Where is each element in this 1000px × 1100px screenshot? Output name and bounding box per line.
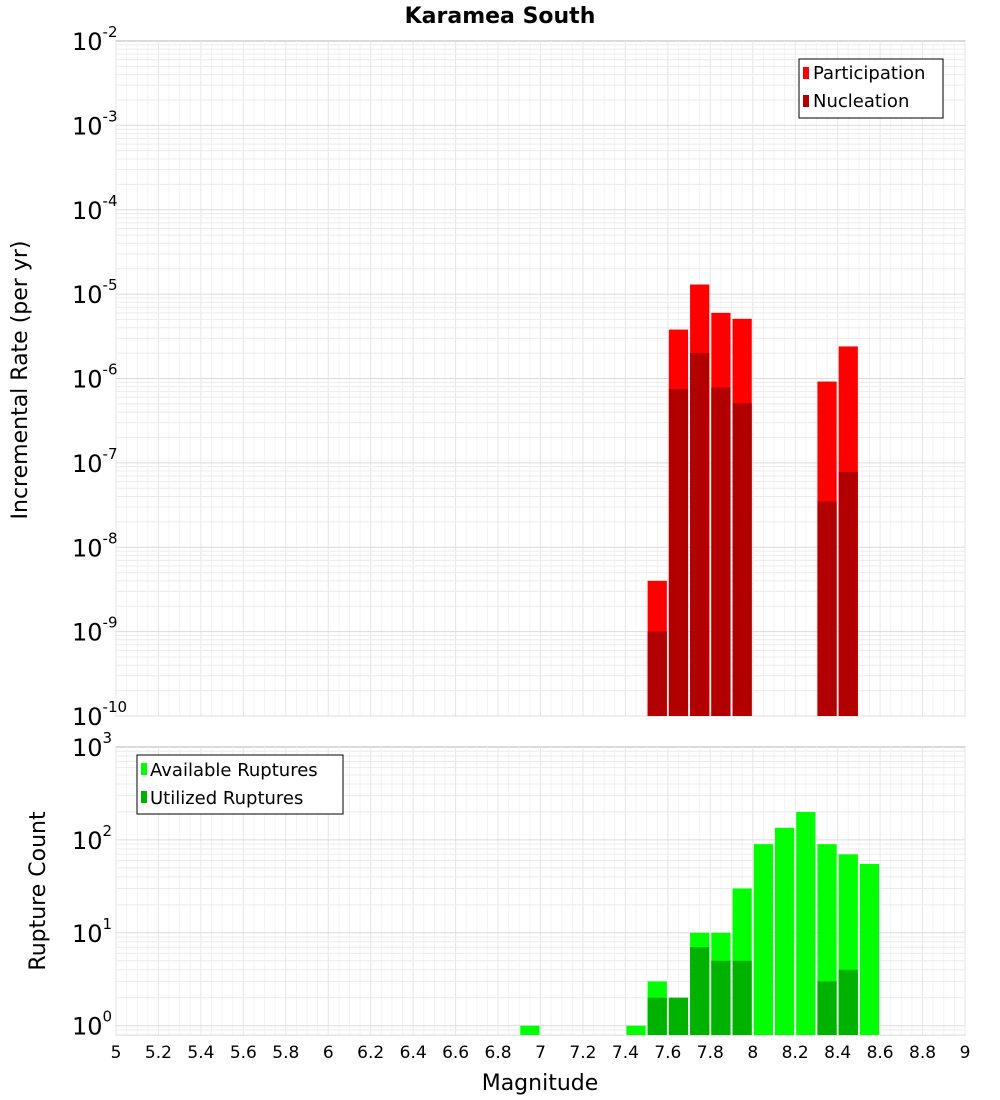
rate-y-tick-label: 10-3 [72, 107, 118, 140]
available-ruptures-legend-label: Available Ruptures [150, 760, 318, 781]
x-tick-label: 9 [960, 1043, 971, 1063]
nucleation-bar [838, 471, 858, 716]
x-tick-label: 6.4 [400, 1043, 427, 1063]
utilized-ruptures-bar [732, 960, 752, 1035]
x-tick-label: 6.6 [442, 1043, 469, 1063]
available-ruptures-bar [520, 1025, 540, 1035]
available-ruptures-swatch [141, 763, 147, 775]
utilized-ruptures-bar [668, 997, 689, 1035]
nucleation-bar [668, 389, 689, 716]
x-tick-label: 6.2 [357, 1043, 384, 1063]
chart-title: Karamea South [405, 4, 596, 29]
utilized-ruptures-swatch [141, 791, 147, 803]
rate-y-tick-label: 10-8 [72, 529, 118, 562]
rate-y-tick-label: 10-6 [72, 361, 118, 394]
rate-y-tick-label: 10-9 [72, 614, 118, 647]
available-ruptures-bar [859, 864, 880, 1035]
x-tick-label: 5.2 [145, 1043, 172, 1063]
rate-y-tick-label: 10-10 [72, 698, 127, 731]
count-legend-box [136, 754, 344, 815]
count-y-tick-label: 101 [72, 915, 112, 948]
x-axis-ticks: 5 5.2 5.4 5.6 5.8 6 6.2 6.4 6.6 6.8 7 7.2 7.4 7.6 7.8 8… [111, 1043, 971, 1063]
count-y-axis-label: Rupture Count [26, 811, 51, 971]
count-y-ticks: 103 102 101 100 [72, 729, 112, 1041]
rate-legend: Participation Nucleation [798, 58, 944, 119]
x-tick-label: 5.6 [230, 1043, 257, 1063]
participation-legend-label: Participation [813, 63, 925, 84]
rate-gridlines [115, 41, 966, 717]
x-tick-label: 7.4 [612, 1043, 639, 1063]
nucleation-bar [690, 353, 710, 716]
x-tick-label: 7.6 [654, 1043, 681, 1063]
count-legend: Available Ruptures Utilized Ruptures [136, 754, 344, 815]
count-y-tick-label: 102 [72, 822, 112, 855]
available-ruptures-bar [626, 1025, 646, 1035]
rate-legend-box [798, 58, 944, 119]
x-axis-label: Magnitude [482, 1071, 599, 1096]
count-panel: 103 102 101 100 Rupture Count Available Rup… [26, 729, 966, 1041]
x-tick-label: 8.6 [867, 1043, 894, 1063]
rate-y-tick-label: 10-5 [72, 276, 118, 309]
x-tick-label: 5 [111, 1043, 122, 1063]
x-tick-label: 7 [535, 1043, 546, 1063]
nucleation-bar [817, 501, 837, 716]
rate-y-tick-label: 10-4 [72, 192, 118, 225]
x-tick-label: 8.2 [782, 1043, 809, 1063]
x-tick-label: 6.8 [485, 1043, 512, 1063]
count-y-tick-label: 103 [72, 729, 112, 762]
rate-y-axis-label: Incremental Rate (per yr) [8, 241, 33, 520]
utilized-ruptures-bar [647, 997, 667, 1035]
rate-y-tick-label: 10-7 [72, 445, 118, 478]
count-bars [520, 811, 880, 1035]
utilized-ruptures-legend-label: Utilized Ruptures [150, 788, 303, 809]
rate-y-ticks: 10-2 10-3 10-4 10-5 10-6 10-7 10-8 10-9 10-10 [72, 23, 127, 731]
x-tick-label: 8 [747, 1043, 758, 1063]
x-tick-label: 8.4 [824, 1043, 851, 1063]
utilized-ruptures-bar [817, 981, 837, 1035]
count-y-tick-label: 100 [72, 1008, 112, 1041]
x-tick-label: 6 [323, 1043, 334, 1063]
available-ruptures-bar [774, 827, 795, 1035]
available-ruptures-bar [753, 844, 773, 1035]
nucleation-bar [647, 631, 667, 716]
rate-bars [647, 284, 858, 716]
x-tick-label: 8.8 [909, 1043, 936, 1063]
rate-y-tick-label: 10-2 [72, 23, 118, 56]
utilized-ruptures-bar [690, 947, 710, 1035]
participation-swatch [803, 67, 809, 79]
nucleation-bar [732, 403, 752, 716]
x-tick-label: 5.8 [272, 1043, 299, 1063]
x-tick-label: 7.8 [697, 1043, 724, 1063]
utilized-ruptures-bar [711, 960, 731, 1035]
x-tick-label: 7.2 [569, 1043, 596, 1063]
rate-panel: 10-2 10-3 10-4 10-5 10-6 10-7 10-8 10-9 10-10 In… [8, 23, 966, 731]
available-ruptures-bar [796, 811, 816, 1035]
utilized-ruptures-bar [838, 969, 858, 1035]
x-tick-label: 5.4 [187, 1043, 214, 1063]
nucleation-bar [711, 387, 731, 716]
nucleation-swatch [803, 95, 809, 107]
nucleation-legend-label: Nucleation [813, 91, 909, 112]
